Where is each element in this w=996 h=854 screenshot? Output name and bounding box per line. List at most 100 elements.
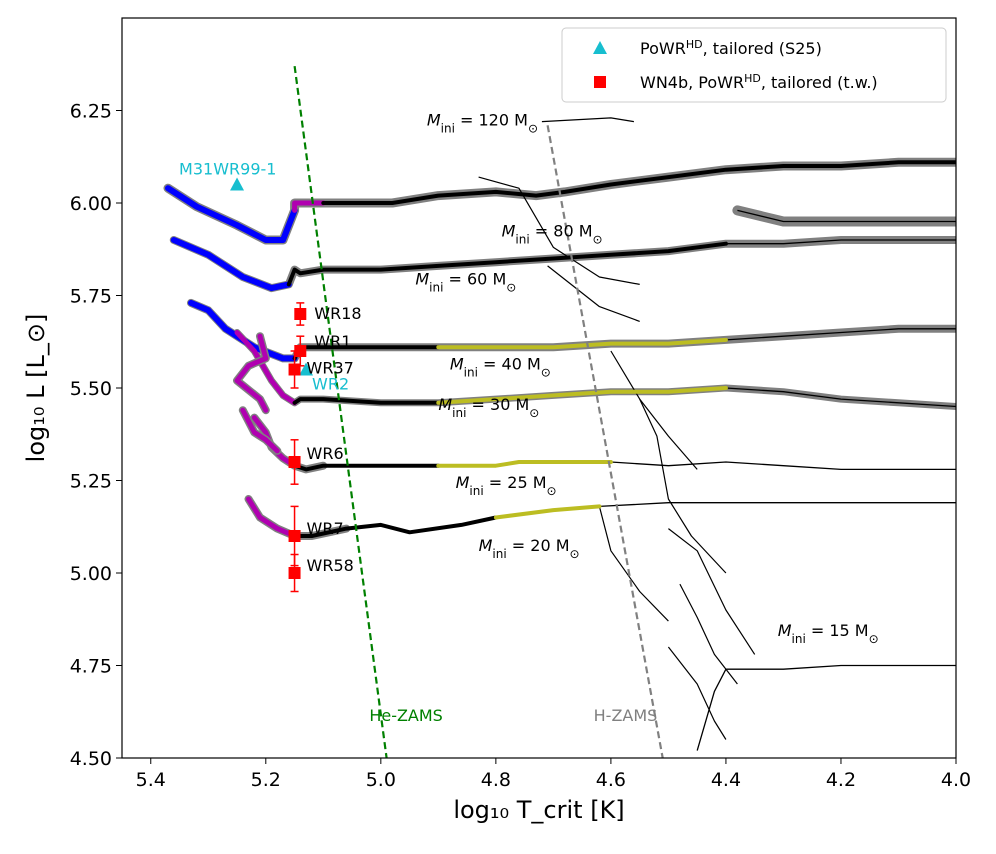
track-label-sun: ⊙ [593,232,603,246]
track-label-tail: = 60 M [443,269,506,288]
track-label-main: M [427,110,441,129]
track-label-tail: = 40 M [478,355,541,374]
star-label: WR18 [314,304,361,323]
track-label-main: M [438,395,452,414]
track-line [696,664,956,751]
track-segment [292,463,441,472]
track-label-sun: ⊙ [529,406,539,420]
x-tick-label: 5.0 [366,769,396,791]
y-tick-label: 6.25 [70,101,112,123]
track-label-sub: ini [515,232,529,246]
track-label: Mini = 40 M⊙ [450,355,551,380]
track-loop [668,528,756,655]
star-marker [288,456,301,468]
y-tick-label: 4.50 [70,748,112,770]
track-segment [240,407,280,454]
star-marker [288,567,301,579]
star-marker [294,308,307,320]
legend-label-suffix: , tailored (S25) [703,39,822,58]
s25-marker [299,362,314,376]
track-label-main: M [415,269,429,288]
track-loop [610,350,698,470]
x-axis-title: log₁₀ T_crit [K] [453,796,624,824]
zams-label: He-ZAMS [369,706,443,725]
track-label-sun: ⊙ [541,366,551,380]
track-segment [493,504,602,520]
legend-label-sup: HD [686,38,703,51]
track-label: Mini = 80 M⊙ [502,221,603,246]
s25-label: M31WR99-1 [179,160,276,179]
track-segment [436,386,728,405]
track-label-sub: ini [464,366,478,380]
track-line [737,209,956,223]
x-tick-label: 4.0 [941,769,971,791]
x-axis: 5.4 5.2 5.0 4.8 4.6 4.4 4.2 4.0 [136,758,971,791]
track-label-sub: ini [492,547,506,561]
legend-box [561,27,947,103]
track-label: Mini = 60 M⊙ [415,269,516,294]
y-tick-label: 5.50 [70,378,112,400]
track-label-main: M [778,621,792,640]
track-loop [679,583,738,685]
x-tick-label: 5.2 [251,769,281,791]
track-segment [292,397,441,405]
legend-label: PoWRHD, tailored (S25) [640,38,822,59]
legend-label-suffix: , tailored (t.w.) [761,73,878,92]
y-tick-label: 4.75 [70,656,112,678]
track-segment [292,515,498,538]
track-label-tail: = 120 M [455,110,528,129]
star-label: WR7 [307,519,344,538]
track-label-sub: ini [469,484,483,498]
track-label-tail: = 80 M [530,221,593,240]
y-tick-label: 5.00 [70,563,112,585]
star-label: WR37 [307,359,354,378]
zams-line [293,65,388,758]
legend: PoWRHD, tailored (S25)WN4b, PoWRHD, tail… [561,27,947,103]
legend-label-main: PoWR [640,39,686,58]
track-segment [234,330,298,406]
track-label-sub: ini [441,121,455,135]
track-loop [598,506,669,622]
track-label-main: M [502,221,516,240]
y-axis: 4.50 4.75 5.00 5.25 5.50 5.75 6.00 6.25 [70,101,122,770]
x-tick-label: 5.4 [136,769,166,791]
track-segment [436,460,613,468]
star-label: WR1 [314,332,351,351]
y-tick-label: 5.75 [70,286,112,308]
track-label-sun: ⊙ [570,547,580,561]
s25-label: WR2 [312,375,349,394]
track-label-tail: = 30 M [466,395,529,414]
x-tick-label: 4.8 [481,769,511,791]
y-tick-label: 6.00 [70,193,112,215]
track-segment [436,337,728,350]
legend-label-sup: HD [744,72,761,85]
star-marker [294,345,307,357]
track-label-main: M [479,536,493,555]
track-label-sun: ⊙ [506,280,516,294]
star-label: WR6 [307,444,344,463]
y-tick-label: 5.25 [70,471,112,493]
track-label-main: M [456,473,470,492]
track-loop [547,265,640,322]
track-label-sub: ini [792,632,806,646]
track-label: Mini = 30 M⊙ [438,395,539,420]
track-label-sun: ⊙ [547,484,557,498]
track-loop [667,646,727,740]
x-tick-label: 4.4 [711,769,741,791]
track-label-tail: = 25 M [484,473,547,492]
legend-marker [593,41,607,54]
x-tick-label: 4.2 [826,769,856,791]
track-label-sub: ini [429,280,443,294]
track-label-sub: ini [452,406,466,420]
s25-marker [230,177,245,191]
legend-label-main: WN4b, PoWR [640,73,744,92]
star-marker [288,530,301,542]
star-marker [288,363,301,376]
track-label: Mini = 20 M⊙ [479,536,580,561]
y-axis-title: log₁₀ L [L_⊙] [22,314,50,463]
track-label: Mini = 15 M⊙ [778,621,879,646]
track-loop [541,117,634,123]
track-segment [321,160,956,205]
